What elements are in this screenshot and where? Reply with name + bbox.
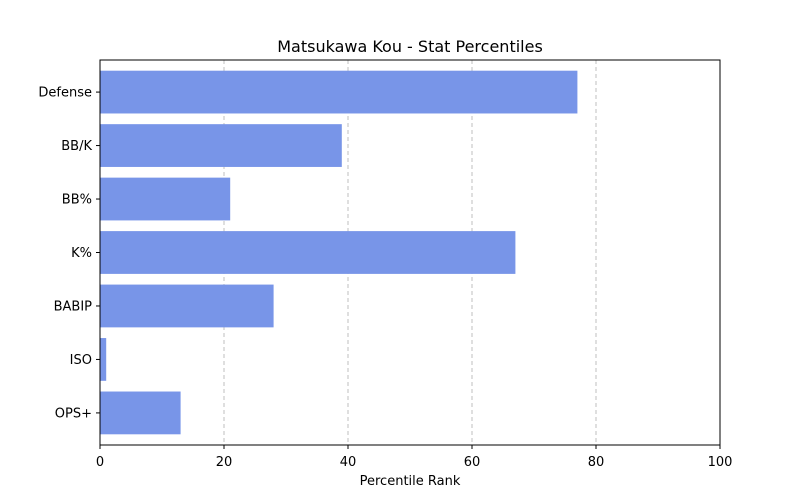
x-tick-label-0: 0	[96, 455, 104, 470]
x-tick-label-20: 20	[216, 455, 233, 470]
x-tick-label-60: 60	[464, 455, 481, 470]
bar-bb-k	[100, 124, 342, 167]
bars	[100, 70, 578, 435]
y-tick-label-k: K%	[71, 246, 92, 261]
bar-ops	[100, 391, 181, 435]
x-tick-label-40: 40	[340, 455, 357, 470]
bar-iso	[100, 338, 107, 381]
x-tick-label-80: 80	[588, 455, 605, 470]
bar-defense	[100, 70, 578, 114]
bar-bb	[100, 177, 231, 221]
chart-title: Matsukawa Kou - Stat Percentiles	[277, 37, 543, 56]
y-axis-ticks: Defense BB/K BB% K% BABIP ISO OPS+	[38, 86, 100, 421]
x-axis-ticks: 0 20 40 60 80 100	[96, 445, 733, 470]
bar-k	[100, 231, 516, 274]
y-tick-label-defense: Defense	[38, 86, 92, 101]
x-axis-label: Percentile Rank	[360, 474, 461, 489]
y-tick-label-ops: OPS+	[55, 406, 92, 421]
y-tick-label-bb: BB%	[62, 193, 92, 208]
y-tick-label-babip: BABIP	[54, 299, 93, 314]
x-tick-label-100: 100	[708, 455, 733, 470]
bar-babip	[100, 284, 274, 328]
y-tick-label-iso: ISO	[70, 353, 92, 368]
y-tick-label-bb-k: BB/K	[61, 139, 92, 154]
